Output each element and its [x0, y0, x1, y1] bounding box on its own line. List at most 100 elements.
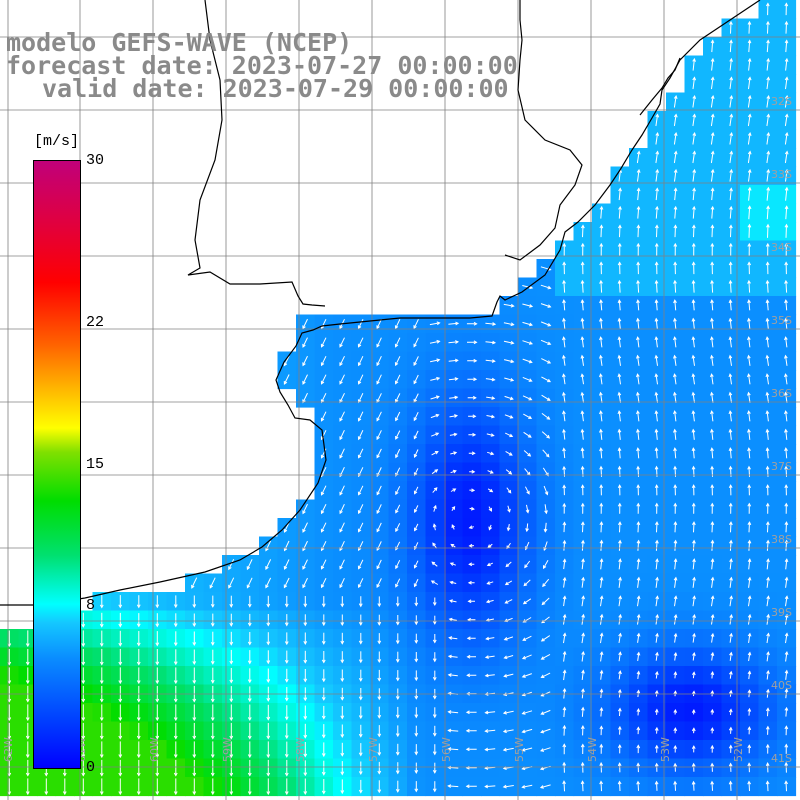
colorbar-tick-8: 8: [86, 597, 96, 615]
wind-arrow: [488, 506, 493, 512]
wind-arrow: [636, 447, 640, 459]
wind-arrow: [747, 354, 751, 366]
wind-arrow: [784, 373, 788, 385]
wind-arrow: [766, 205, 770, 220]
wind-arrow: [636, 539, 641, 551]
wind-arrow: [617, 762, 622, 773]
wind-arrow: [636, 224, 641, 238]
wind-arrow: [655, 205, 659, 219]
wind-arrow: [302, 355, 308, 367]
wind-arrow: [321, 742, 326, 758]
wind-arrow: [81, 667, 86, 685]
wind-arrow: [430, 376, 441, 381]
wind-arrow: [541, 597, 550, 606]
wind-arrow: [747, 373, 751, 385]
wind-arrow: [431, 451, 439, 456]
wind-arrow: [414, 707, 419, 719]
wind-arrow: [562, 317, 566, 329]
wind-arrow: [395, 651, 400, 663]
wind-arrow: [210, 667, 215, 684]
wind-arrow: [210, 631, 215, 646]
wind-arrow: [192, 631, 197, 647]
wind-arrow: [747, 223, 752, 238]
wind-arrow: [691, 428, 696, 440]
wind-arrow: [765, 279, 770, 293]
wind-arrow: [654, 762, 659, 772]
wind-arrow: [432, 652, 437, 663]
wind-arrow: [339, 522, 345, 533]
wind-arrow: [543, 560, 549, 570]
wind-arrow: [580, 761, 585, 773]
wind-arrow: [522, 340, 534, 345]
wind-arrow: [728, 317, 733, 329]
wind-arrow: [636, 354, 640, 366]
wind-arrow: [432, 762, 437, 774]
wind-arrow: [541, 431, 551, 439]
wind-arrow: [636, 187, 641, 201]
wind-arrow: [505, 561, 512, 568]
wind-arrow: [618, 576, 622, 588]
wind-arrow: [488, 524, 493, 531]
lat-label: 38S: [771, 533, 792, 546]
wind-arrow: [340, 596, 345, 608]
wind-arrow: [209, 577, 216, 589]
wind-arrow: [504, 414, 514, 419]
wind-arrow: [617, 336, 622, 348]
wind-arrow: [729, 131, 734, 145]
wind-arrow: [540, 709, 551, 715]
wind-arrow: [766, 94, 771, 108]
wind-arrow: [524, 560, 531, 569]
wind-arrow: [303, 650, 308, 664]
wind-arrow: [655, 150, 660, 164]
wind-arrow: [729, 576, 733, 588]
wind-arrow: [599, 595, 604, 607]
wind-arrow: [765, 502, 770, 514]
wind-arrow: [339, 337, 345, 348]
wind-arrow: [266, 632, 271, 646]
wind-arrow: [340, 614, 345, 627]
wind-arrow: [655, 576, 659, 588]
wind-arrow: [710, 336, 714, 348]
wind-arrow: [691, 224, 696, 238]
wind-arrow: [673, 502, 678, 514]
wind-arrow: [340, 632, 345, 645]
wind-arrow: [765, 521, 770, 533]
wind-arrow: [447, 673, 458, 677]
wind-arrow: [451, 505, 456, 511]
wind-arrow: [340, 761, 345, 776]
wind-arrow: [765, 707, 770, 717]
wind-arrow: [283, 540, 290, 552]
wind-arrow: [487, 488, 494, 493]
wind-arrow: [562, 632, 567, 644]
wind-arrow: [655, 168, 660, 182]
wind-arrow: [599, 428, 603, 440]
wind-arrow: [599, 242, 604, 256]
wind-arrow: [765, 242, 770, 256]
wind-arrow: [562, 558, 567, 570]
wind-arrow: [766, 20, 770, 34]
wind-arrow: [376, 374, 382, 385]
wind-arrow: [81, 704, 86, 722]
wind-arrow: [81, 612, 86, 628]
wind-arrow: [320, 411, 327, 422]
wind-arrow: [765, 373, 770, 385]
wind-arrow: [599, 447, 603, 459]
wind-arrow: [729, 651, 733, 661]
wind-arrow: [136, 631, 141, 647]
wind-arrow: [747, 20, 752, 34]
wind-arrow: [118, 741, 123, 759]
wind-arrow: [447, 710, 459, 714]
wind-arrow: [266, 668, 271, 684]
wind-arrow: [710, 373, 714, 385]
lon-label: 56W: [440, 737, 453, 762]
wind-arrow: [728, 447, 733, 459]
wind-arrow: [155, 778, 160, 796]
colorbar-tick-15: 15: [86, 455, 105, 473]
wind-arrow: [413, 374, 419, 385]
wind-arrow: [118, 612, 123, 628]
wind-arrow: [580, 521, 585, 533]
wind-arrow: [562, 669, 567, 681]
lagoon-coast: [639, 57, 681, 116]
wind-arrow: [466, 654, 477, 659]
wind-arrow: [503, 303, 515, 308]
